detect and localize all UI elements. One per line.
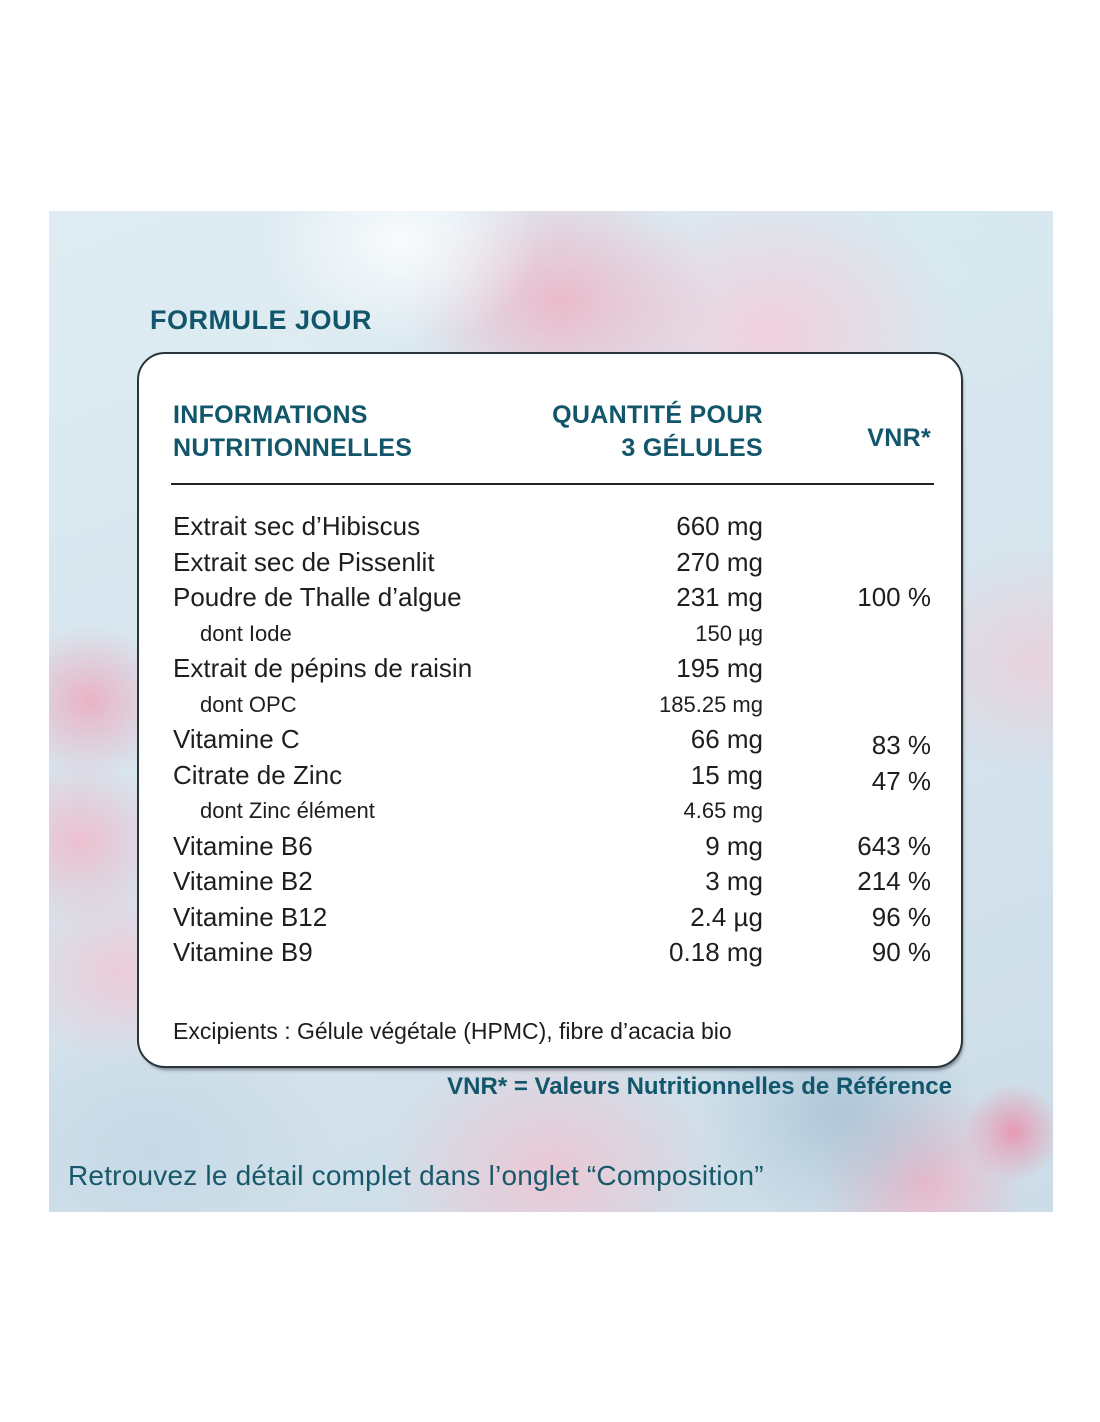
row-ingredient-name: Extrait de pépins de raisin <box>173 653 473 683</box>
excipients-note: Excipients : Gélule végétale (HPMC), fib… <box>173 1018 732 1044</box>
table-row: Vitamine B2 3 mg 214 % <box>173 864 931 900</box>
table-row: dont OPC 185.25 mg <box>173 687 931 723</box>
nutrition-card: INFORMATIONS NUTRITIONNELLES QUANTITÉ PO… <box>137 352 963 1068</box>
bottom-caption: Retrouvez le détail complet dans l’ongle… <box>68 1160 764 1191</box>
row-quantity: 4.65 mg <box>683 798 764 823</box>
row-ingredient-name: Extrait sec d’Hibiscus <box>173 511 421 541</box>
nutrition-table-rows: Extrait sec d’Hibiscus 660 mg Extrait sec … <box>173 509 931 971</box>
column-header-informations: INFORMATIONS NUTRITIONNELLES <box>173 399 412 465</box>
row-quantity: 15 mg <box>690 759 763 790</box>
row-quantity: 9 mg <box>705 830 763 861</box>
table-row: Extrait sec d’Hibiscus 660 mg <box>173 509 931 545</box>
row-ingredient-name: Vitamine B6 <box>173 830 313 861</box>
table-row: dont Zinc élément 4.65 mg <box>173 793 931 829</box>
row-quantity: 270 mg <box>676 546 763 577</box>
table-row: Citrate de Zinc 15 mg 47 % <box>173 758 931 796</box>
table-row: Vitamine B6 9 mg 643 % <box>173 829 931 865</box>
row-vnr-percent <box>763 651 931 687</box>
row-vnr-percent: 83 % <box>871 730 931 760</box>
row-quantity: 2.4 µg <box>690 901 763 932</box>
row-vnr-percent: 643 % <box>857 830 931 861</box>
row-vnr-percent: 90 % <box>871 937 931 967</box>
row-vnr-percent: 47 % <box>871 765 931 796</box>
row-vnr-percent <box>763 509 931 545</box>
table-row: Extrait sec de Pissenlit 270 mg <box>173 545 931 581</box>
row-quantity: 195 mg <box>676 653 763 683</box>
row-vnr-percent: 96 % <box>871 901 931 932</box>
row-ingredient-name: Poudre de Thalle d’algue <box>173 582 462 612</box>
row-ingredient-name: Extrait sec de Pissenlit <box>173 546 435 577</box>
column-header-informations-line1: INFORMATIONS <box>173 401 368 429</box>
vnr-footnote: VNR* = Valeurs Nutritionnelles de Référe… <box>447 1073 952 1100</box>
row-vnr-percent: 214 % <box>857 866 931 896</box>
column-header-vnr: VNR* <box>867 424 931 452</box>
row-ingredient-name: dont Zinc élément <box>200 798 375 823</box>
row-quantity: 66 mg <box>690 724 763 754</box>
row-quantity: 150 µg <box>695 620 763 646</box>
row-quantity: 3 mg <box>705 866 763 896</box>
row-ingredient-name: dont OPC <box>200 691 297 717</box>
row-ingredient-name: Citrate de Zinc <box>173 759 343 790</box>
row-ingredient-name: Vitamine B12 <box>173 901 328 932</box>
row-vnr-percent <box>763 545 931 581</box>
column-header-quantity-line2: 3 GÉLULES <box>621 434 763 462</box>
row-vnr-percent: 100 % <box>857 582 931 612</box>
table-row: Poudre de Thalle d’algue 231 mg 100 % <box>173 580 931 616</box>
row-ingredient-name: Vitamine B2 <box>173 866 313 896</box>
row-ingredient-name: Vitamine C <box>173 724 300 754</box>
row-quantity: 0.18 mg <box>669 937 763 967</box>
row-ingredient-name: Vitamine B9 <box>173 937 313 967</box>
header-divider <box>171 483 934 485</box>
column-header-quantity: QUANTITÉ POUR 3 GÉLULES <box>552 399 763 465</box>
row-vnr-percent <box>763 616 931 652</box>
column-header-quantity-line1: QUANTITÉ POUR <box>552 401 763 429</box>
table-row: Extrait de pépins de raisin 195 mg <box>173 651 931 687</box>
page-title: FORMULE JOUR <box>150 305 372 335</box>
table-row: Vitamine B12 2.4 µg 96 % <box>173 900 931 936</box>
table-row: Vitamine B9 0.18 mg 90 % <box>173 935 931 971</box>
table-row: dont Iode 150 µg <box>173 616 931 652</box>
row-ingredient-name: dont Iode <box>200 620 292 646</box>
row-quantity: 185.25 mg <box>659 691 763 717</box>
row-vnr-percent <box>763 687 931 723</box>
row-quantity: 231 mg <box>676 582 763 612</box>
column-header-informations-line2: NUTRITIONNELLES <box>173 434 413 462</box>
row-quantity: 660 mg <box>676 511 763 541</box>
table-row: Vitamine C 66 mg 83 % <box>173 722 931 760</box>
